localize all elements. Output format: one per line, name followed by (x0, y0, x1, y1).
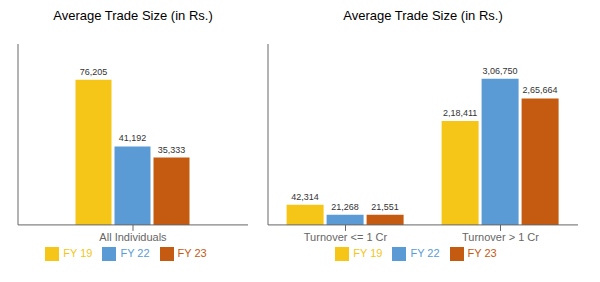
html-text:Average Trade Size (in Rs.): Average Trade Size (in Rs.) (53, 8, 213, 23)
html-text:FY 22: FY 22 (120, 246, 150, 259)
svg-text:21,268: 21,268 (331, 202, 359, 212)
svg-text:2,65,664: 2,65,664 (523, 85, 558, 95)
svg-text:Turnover > 1 Cr: Turnover > 1 Cr (462, 231, 539, 243)
html-text:FY 19: FY 19 (63, 246, 93, 259)
html-text:FY 23: FY 23 (177, 246, 207, 259)
html-text:FY 22: FY 22 (410, 246, 440, 259)
svg-text:35,333: 35,333 (158, 145, 186, 155)
svg-text:3,06,750: 3,06,750 (483, 66, 518, 76)
svg-text:2,18,411: 2,18,411 (443, 108, 477, 118)
svg-text:41,192: 41,192 (119, 133, 147, 143)
html-text:FY 19: FY 19 (353, 246, 383, 259)
svg-text:76,205: 76,205 (80, 67, 108, 77)
html-text:FY 23: FY 23 (467, 246, 497, 259)
html-text:Average Trade Size (in Rs.): Average Trade Size (in Rs.) (343, 8, 503, 23)
svg-text:Turnover <= 1 Cr: Turnover <= 1 Cr (304, 231, 388, 243)
svg-text:21,551: 21,551 (371, 202, 399, 212)
svg-text:All Individuals: All Individuals (99, 231, 167, 243)
svg-text:42,314: 42,314 (291, 192, 319, 202)
